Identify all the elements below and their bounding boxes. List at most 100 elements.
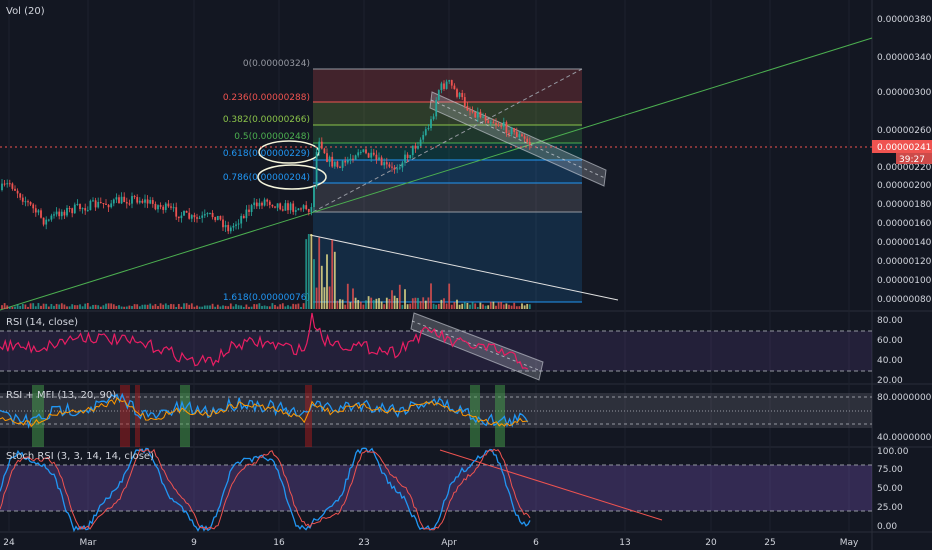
candle — [359, 150, 362, 155]
volume-bar — [237, 305, 240, 309]
stoch-trendline[interactable] — [439, 449, 663, 521]
volume-bar — [440, 299, 443, 309]
stoch-scale[interactable]: 100.00 75.00 50.00 25.00 0.00 — [877, 447, 909, 532]
candle — [513, 127, 516, 135]
volume-bar — [476, 306, 479, 309]
rsi-mfi-signal-bar — [120, 385, 130, 447]
volume-bar — [378, 298, 380, 309]
volume-bar — [232, 306, 235, 309]
volume-bar — [115, 305, 118, 309]
volume-bar — [32, 303, 35, 309]
candle — [310, 203, 313, 216]
volume-bar — [40, 305, 42, 309]
volume-bar — [84, 303, 87, 309]
candle — [466, 102, 469, 111]
volume-bar — [297, 303, 300, 309]
ascending-trendline[interactable] — [0, 37, 873, 311]
volume-bar — [154, 304, 157, 309]
rsi-tick: 40.00 — [877, 356, 903, 366]
fib-label-0382: 0.382(0.00000266) — [223, 115, 310, 125]
volume-bar — [391, 290, 393, 309]
volume-bar — [240, 305, 243, 309]
rsi-label[interactable]: RSI (14, close) — [6, 317, 78, 328]
candle — [71, 207, 74, 218]
candle — [297, 207, 300, 211]
rsi-mfi-scale[interactable]: 80.00000000 40.00000000 — [877, 393, 932, 443]
volume-bars — [1, 234, 531, 309]
candle — [242, 214, 245, 219]
candle — [453, 83, 456, 90]
candle — [432, 113, 435, 121]
volume-bar — [349, 302, 352, 309]
volume-bar — [523, 305, 526, 309]
candle — [305, 201, 308, 211]
stoch-label[interactable]: Stoch RSI (3, 3, 14, 14, close) — [6, 451, 154, 462]
candle — [50, 213, 53, 222]
candle — [37, 208, 40, 216]
volume-bar — [219, 306, 222, 309]
time-tick: Apr — [441, 538, 457, 548]
candle — [367, 152, 370, 158]
volume-bar — [422, 297, 425, 309]
candle — [224, 220, 227, 233]
candle — [214, 216, 217, 223]
volume-bar — [500, 301, 503, 309]
volume-bar — [294, 304, 297, 309]
volume-bar — [50, 304, 53, 309]
candle — [287, 200, 289, 214]
price-tick: 0.00000340 — [877, 53, 932, 63]
rsi-line — [0, 312, 529, 370]
candle — [40, 208, 42, 219]
volume-bar — [99, 306, 102, 309]
time-axis[interactable]: 24 Mar 9 16 23 Apr 6 13 20 25 May — [3, 538, 859, 548]
candle — [107, 203, 110, 213]
ellipse-annotation-0786[interactable] — [257, 164, 327, 190]
volume-bar — [227, 306, 230, 309]
volume-bar — [445, 303, 448, 309]
candle — [138, 197, 141, 205]
candle — [388, 162, 391, 169]
candle — [430, 116, 432, 131]
candle — [229, 225, 232, 234]
candle — [206, 212, 209, 218]
candle — [328, 155, 331, 167]
volume-bar — [3, 303, 6, 309]
volume-bar — [151, 305, 154, 309]
candle — [370, 148, 373, 162]
candle — [307, 208, 310, 216]
candlesticks — [1, 79, 531, 235]
price-scale[interactable]: 0.00000380 0.00000340 0.00000300 0.00000… — [877, 15, 932, 305]
candle — [196, 213, 198, 223]
volume-trendline[interactable] — [309, 234, 619, 301]
descending-channel[interactable] — [429, 91, 607, 187]
candle — [471, 106, 474, 114]
candle — [279, 202, 282, 211]
volume-bar — [68, 306, 71, 309]
current-price-badge: 0.00000241 39:27 — [872, 140, 932, 165]
time-tick: 6 — [533, 538, 539, 548]
volume-bar — [196, 305, 198, 309]
candle — [146, 195, 149, 209]
volume-bar — [310, 234, 313, 309]
candle — [81, 207, 84, 214]
volume-bar — [201, 306, 204, 309]
candle — [99, 197, 102, 204]
candle — [479, 109, 482, 119]
rsi-tick: 80.00 — [877, 316, 903, 326]
rsi-scale[interactable]: 80.00 60.00 40.00 20.00 — [877, 316, 903, 386]
candle — [482, 112, 484, 119]
candle — [240, 213, 243, 229]
volume-bar — [396, 298, 399, 309]
volume-bar — [261, 306, 263, 309]
candle — [474, 111, 477, 118]
rsi-mfi-label[interactable]: RSI + MFI (13, 20, 90) — [6, 390, 116, 401]
candle — [60, 209, 63, 220]
vol-indicator-label[interactable]: Vol (20) — [6, 6, 45, 17]
candle — [331, 152, 334, 168]
volume-bar — [385, 297, 388, 309]
volume-bar — [466, 302, 469, 309]
candle — [159, 202, 162, 210]
